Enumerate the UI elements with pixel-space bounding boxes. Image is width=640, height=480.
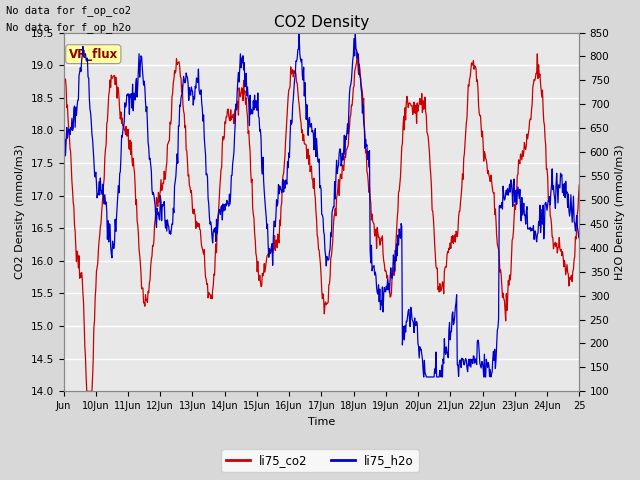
- li75_co2: [60, 70, 67, 75]
- li75_h2o: [575, 235, 583, 241]
- Y-axis label: H2O Density (mmol/m3): H2O Density (mmol/m3): [615, 144, 625, 280]
- li75_h2o: [373, 290, 381, 296]
- li75_co2: [353, 49, 361, 55]
- Text: No data for f_op_co2: No data for f_op_co2: [6, 5, 131, 16]
- li75_h2o: [295, 31, 303, 36]
- li75_co2: [575, 182, 583, 188]
- li75_co2: [374, 230, 381, 236]
- Line: li75_co2: li75_co2: [63, 52, 579, 391]
- X-axis label: Time: Time: [308, 417, 335, 427]
- li75_co2: [505, 282, 513, 288]
- li75_co2: [360, 123, 368, 129]
- li75_h2o: [60, 165, 67, 171]
- li75_h2o: [360, 120, 367, 125]
- li75_co2: [92, 286, 100, 292]
- Title: CO2 Density: CO2 Density: [274, 15, 369, 30]
- Legend: li75_co2, li75_h2o: li75_co2, li75_h2o: [221, 449, 419, 472]
- li75_h2o: [420, 374, 428, 380]
- li75_co2: [390, 264, 397, 270]
- li75_co2: [452, 228, 460, 234]
- li75_h2o: [92, 174, 99, 180]
- li75_h2o: [452, 300, 460, 306]
- Text: VR_flux: VR_flux: [68, 48, 118, 60]
- li75_co2: [83, 388, 91, 394]
- Line: li75_h2o: li75_h2o: [63, 34, 579, 377]
- li75_h2o: [505, 189, 513, 194]
- Text: No data for f_op_h2o: No data for f_op_h2o: [6, 22, 131, 33]
- Y-axis label: CO2 Density (mmol/m3): CO2 Density (mmol/m3): [15, 144, 25, 279]
- li75_h2o: [389, 269, 397, 275]
